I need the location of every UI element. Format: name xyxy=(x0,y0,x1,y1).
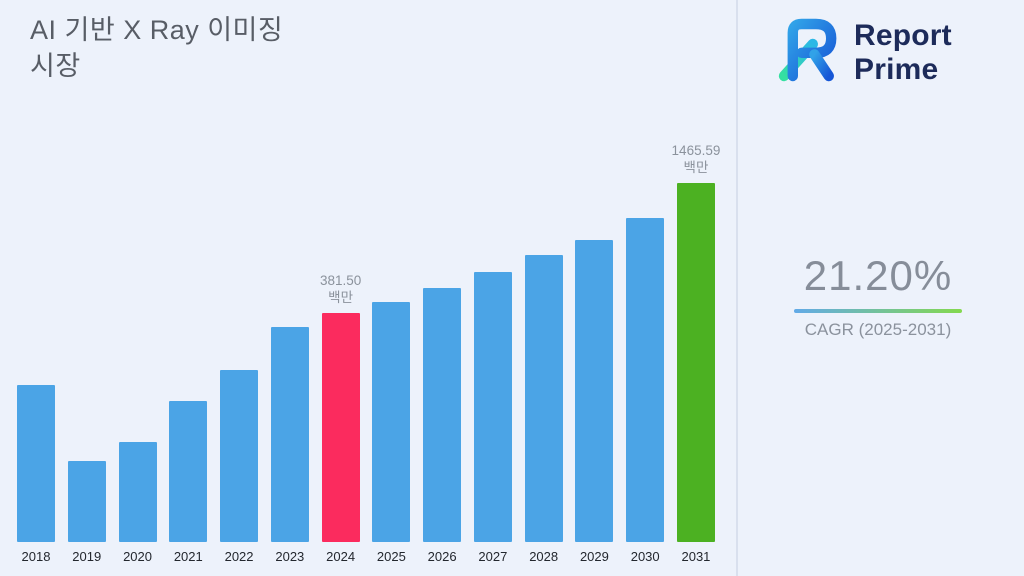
cagr-block: 21.20% CAGR (2025-2031) xyxy=(748,252,1008,340)
bar-2021 xyxy=(169,401,208,542)
bar-column-2027: 2027 xyxy=(473,272,513,564)
bar-column-2019: 2019 xyxy=(67,461,107,564)
x-tick-2019: 2019 xyxy=(72,549,102,564)
bar-column-2029: 2029 xyxy=(574,240,614,564)
bar-column-2020: 2020 xyxy=(118,442,158,564)
x-tick-2031: 2031 xyxy=(681,549,711,564)
bar-2030 xyxy=(626,218,665,542)
x-tick-2028: 2028 xyxy=(529,549,559,564)
bar-2031 xyxy=(676,183,715,542)
bar-column-2018: 2018 xyxy=(16,385,56,564)
bar-column-2021: 2021 xyxy=(168,401,208,564)
x-tick-2022: 2022 xyxy=(224,549,254,564)
cagr-value: 21.20% xyxy=(803,252,953,299)
bar-column-2022: 2022 xyxy=(219,370,259,564)
bar-2028 xyxy=(524,255,563,542)
vertical-divider xyxy=(736,0,738,576)
page-title-line2: 시장 xyxy=(30,51,81,82)
bar-2020 xyxy=(118,442,157,542)
x-tick-2020: 2020 xyxy=(123,549,152,564)
x-tick-2021: 2021 xyxy=(173,549,203,564)
logo-text-line1: Report xyxy=(854,18,952,52)
report-prime-logo-text: Report Prime xyxy=(854,19,952,86)
x-tick-2026: 2026 xyxy=(427,549,457,564)
bar-2025 xyxy=(372,302,411,542)
value-label-2024: 381.50 백만 xyxy=(319,273,362,306)
x-tick-2029: 2029 xyxy=(579,549,609,564)
bar-2029 xyxy=(575,240,614,542)
report-prime-logo: Report Prime xyxy=(768,10,952,95)
x-tick-2027: 2027 xyxy=(478,549,508,564)
bar-column-2031: 1465.59 백만 2031 xyxy=(672,143,721,564)
bar-column-2026: 2026 xyxy=(422,288,462,564)
bar-2018 xyxy=(17,385,55,542)
bar-2023 xyxy=(270,327,309,542)
x-tick-2030: 2030 xyxy=(630,549,660,564)
logo-text-line2: Prime xyxy=(854,52,939,86)
report-prime-logo-icon xyxy=(768,10,844,95)
x-tick-2023: 2023 xyxy=(275,549,305,564)
bar-column-2028: 2028 xyxy=(524,255,564,564)
bar-column-2024: 381.50 백만 2024 xyxy=(319,273,362,564)
bar-2019 xyxy=(67,461,106,542)
x-tick-2018: 2018 xyxy=(21,549,51,564)
x-tick-2025: 2025 xyxy=(376,549,406,564)
bar-chart: 2018 2019 2020 2021 2022 2023 381.50 백만 2024 2025… xyxy=(16,143,721,564)
page-title-line1: AI 기반 X Ray 이미징 xyxy=(30,15,284,45)
x-tick-2024: 2024 xyxy=(326,549,356,564)
bar-column-2023: 2023 xyxy=(270,327,310,564)
bar-column-2030: 2030 xyxy=(625,218,665,564)
cagr-caption: CAGR (2025-2031) xyxy=(804,320,952,339)
bar-2024 xyxy=(321,313,360,542)
bar-2026 xyxy=(423,288,462,542)
bar-2027 xyxy=(473,272,512,542)
cagr-underline xyxy=(794,309,962,313)
bar-column-2025: 2025 xyxy=(371,302,411,564)
page-title: AI 기반 X Ray 이미징 시장 xyxy=(30,12,283,85)
value-label-2031: 1465.59 백만 xyxy=(671,143,721,176)
bar-2022 xyxy=(220,370,259,542)
